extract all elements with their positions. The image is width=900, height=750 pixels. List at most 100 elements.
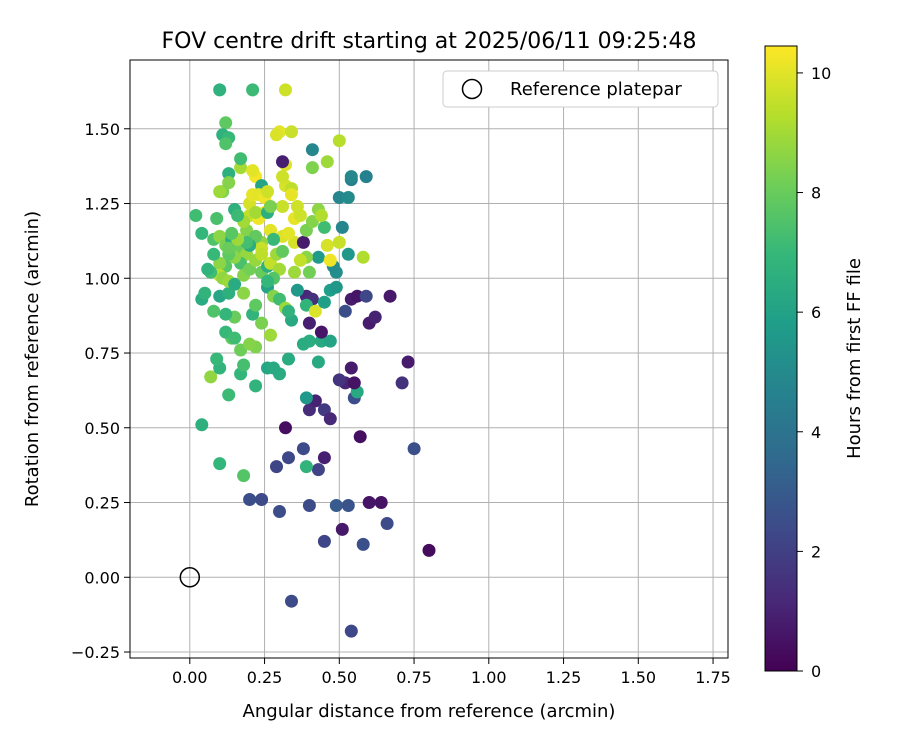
data-point: [380, 517, 394, 530]
colorbar: 0 2 4 6 8 10 Hours from first FF file: [764, 45, 865, 681]
data-point: [228, 331, 242, 345]
data-point: [341, 247, 355, 261]
x-tick-label: 0.00: [172, 668, 208, 687]
data-point: [231, 209, 245, 222]
data-point: [308, 304, 322, 318]
data-point: [267, 361, 280, 375]
data-point: [219, 137, 233, 151]
legend: Reference platepar: [442, 70, 719, 108]
data-point: [255, 316, 269, 330]
y-tick-label: 0.25: [84, 494, 120, 513]
x-tick-label: 0.75: [396, 668, 432, 687]
data-point: [285, 188, 298, 202]
x-tick-label: 1.00: [471, 668, 507, 687]
data-point: [243, 337, 257, 351]
data-point: [222, 388, 236, 402]
data-point: [249, 379, 263, 393]
plot-area-frame: [129, 59, 729, 659]
data-point: [282, 226, 295, 240]
reference-marker: [179, 567, 201, 588]
y-axis-label: Rotation from reference (arcmin): [22, 211, 43, 507]
data-point: [296, 235, 310, 249]
data-point: [282, 304, 295, 318]
data-point: [270, 128, 283, 142]
data-point: [422, 543, 436, 557]
data-point: [368, 310, 382, 324]
chart-title: FOV centre drift starting at 2025/06/11 …: [162, 29, 697, 54]
data-point: [302, 316, 316, 330]
data-point: [279, 83, 292, 97]
data-point: [317, 295, 331, 309]
data-point: [282, 352, 295, 366]
data-point: [323, 334, 337, 348]
data-point: [246, 83, 260, 97]
colorbar-tick-label: 8: [811, 184, 821, 203]
data-point: [299, 460, 313, 474]
data-point: [296, 337, 310, 351]
data-point: [201, 262, 215, 276]
colorbar-tick-label: 2: [811, 542, 821, 561]
data-point: [332, 373, 346, 387]
data-point: [359, 170, 373, 184]
data-point: [353, 430, 367, 444]
data-point: [237, 469, 251, 483]
data-point: [317, 220, 331, 234]
data-point: [356, 537, 370, 551]
data-point: [329, 499, 343, 512]
x-tick-label: 1.75: [695, 668, 731, 687]
data-point: [249, 298, 263, 312]
x-tick-label: 1.50: [620, 668, 656, 687]
data-point: [198, 286, 212, 300]
data-point: [356, 250, 370, 264]
data-point: [350, 289, 364, 303]
data-point: [314, 334, 328, 348]
data-point: [261, 274, 274, 288]
data-point: [234, 152, 248, 166]
legend-marker-open-circle: [461, 78, 483, 100]
y-tick-label: −0.25: [71, 643, 120, 662]
data-point: [204, 370, 218, 384]
data-point: [302, 265, 316, 279]
data-point: [317, 534, 331, 548]
data-point: [276, 155, 289, 169]
legend-box: [442, 70, 719, 108]
colorbar-tick-label: 0: [811, 662, 821, 681]
data-point: [219, 116, 233, 130]
data-point: [255, 493, 269, 506]
data-point: [323, 253, 337, 267]
data-point: [210, 212, 224, 225]
data-point: [335, 220, 349, 234]
data-point: [276, 200, 289, 213]
data-point: [344, 361, 358, 375]
y-tick-label: 0.75: [84, 344, 120, 363]
data-point: [207, 247, 221, 261]
data-point: [341, 191, 355, 204]
data-point: [237, 286, 251, 300]
data-point: [264, 328, 277, 342]
data-point: [234, 161, 248, 175]
x-axis-label: Angular distance from reference (arcmin): [243, 701, 616, 722]
data-point: [296, 442, 310, 456]
data-point: [213, 185, 227, 199]
y-axis-ticks: −0.25 0.00 0.25 0.50 0.75 1.00 1.25 1.50: [71, 120, 130, 662]
data-point: [270, 460, 283, 474]
data-point: [237, 358, 251, 372]
data-point: [311, 250, 325, 264]
data-point: [359, 289, 373, 303]
data-point: [249, 206, 263, 219]
data-point: [344, 624, 358, 638]
data-point: [311, 355, 325, 369]
reference-platepar-marker: [179, 567, 201, 588]
data-point: [225, 226, 239, 240]
data-point: [344, 170, 358, 184]
data-point: [329, 280, 343, 294]
data-point: [288, 265, 301, 279]
y-tick-label: 1.00: [84, 269, 120, 288]
data-point: [395, 376, 409, 390]
x-tick-label: 0.50: [321, 668, 357, 687]
data-point: [285, 125, 298, 139]
colorbar-ticks: 0 2 4 6 8 10: [797, 64, 831, 681]
data-point: [276, 170, 289, 184]
data-point: [222, 241, 236, 255]
